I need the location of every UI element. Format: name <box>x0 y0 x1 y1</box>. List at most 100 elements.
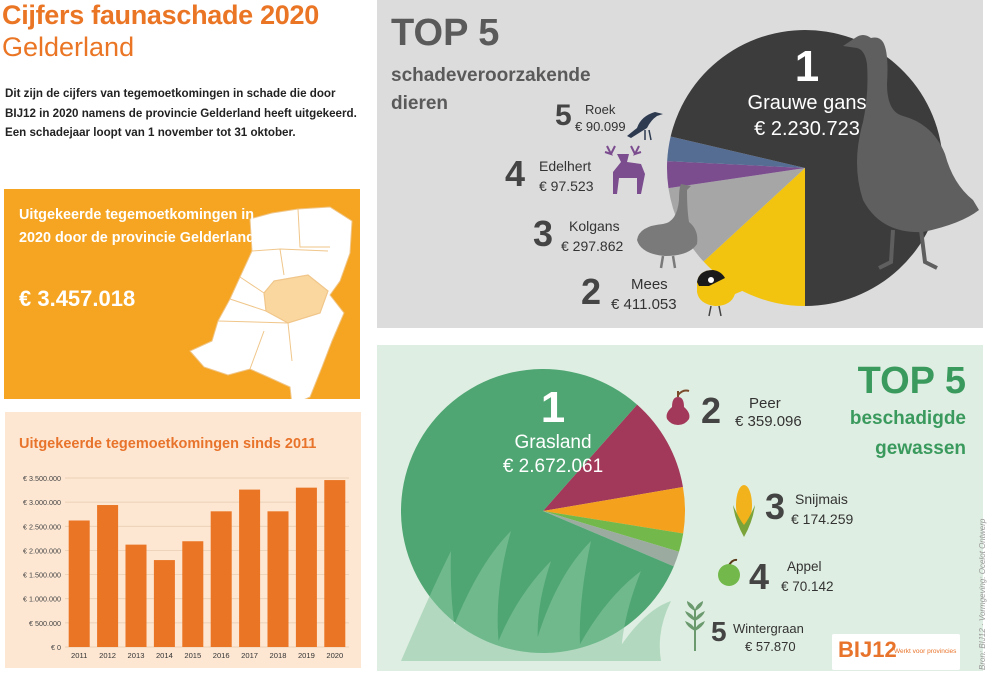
animals-top5-title: TOP 5 <box>391 12 500 54</box>
animal-slice-3 <box>667 161 805 189</box>
crop-rank3-name: Snijmais <box>795 491 848 507</box>
y-tick-label: € 2.000.000 <box>23 546 61 555</box>
x-tick-label: 2019 <box>298 651 315 660</box>
crop-rank2: 2 Peer € 359.096 <box>701 391 811 435</box>
bar-2017 <box>239 489 261 647</box>
crop-rank3-value: € 174.259 <box>791 511 854 527</box>
credit-text: Bron: BIJ12 · Vormgeving: Ocelot Ontwerp <box>978 518 987 670</box>
crop-rank4-value: € 70.142 <box>781 579 834 594</box>
crop-rank1-number: 1 <box>540 383 566 432</box>
animal-rank2-number: 2 <box>581 271 602 312</box>
y-tick-label: € 1.000.000 <box>23 595 61 604</box>
bar-2013 <box>125 544 147 647</box>
crop-rank1: 1 Grasland € 2.672.061 <box>473 385 633 479</box>
crop-rank1-name: Grasland <box>514 432 592 453</box>
page-title: Cijfers faunaschade 2020 <box>2 0 319 30</box>
crop-rank4-number: 4 <box>749 556 770 597</box>
animal-rank1: 1 Grauwe gans € 2.230.723 <box>727 44 887 142</box>
bar-2011 <box>68 520 90 647</box>
bar-2019 <box>295 487 317 647</box>
animals-subtitle: schadeveroorzakende dieren <box>391 65 591 114</box>
crops-subtitle: beschadigde gewassen <box>849 408 966 459</box>
crop-rank5-number: 5 <box>711 616 727 647</box>
animal-rank5: 5 Roek € 90.099 <box>555 98 635 138</box>
total-label: Uitgekeerde tegemoetkomingen in 2020 doo… <box>19 207 260 246</box>
bij12-tagline: Werkt voor provincies <box>894 648 957 655</box>
crop-rank5-name: Wintergraan <box>733 621 804 636</box>
animal-slice-1 <box>703 168 805 306</box>
crop-slice-4 <box>543 511 680 567</box>
x-tick-label: 2018 <box>270 651 287 660</box>
white-fronted-goose-icon <box>637 184 698 269</box>
animal-rank3-number: 3 <box>533 213 554 254</box>
crop-rank5: 5 Wintergraan € 57.870 <box>711 615 821 659</box>
x-tick-label: 2011 <box>71 651 87 660</box>
y-tick-label: € 0 <box>51 643 61 652</box>
animal-rank4-value: € 97.523 <box>539 178 594 194</box>
y-tick-label: € 3.000.000 <box>23 498 61 507</box>
svg-text:Bron: BIJ12 · Vormgeving: Ocel: Bron: BIJ12 · Vormgeving: Ocelot Ontwerp <box>978 518 987 670</box>
x-tick-label: 2015 <box>184 651 201 660</box>
animal-slice-2 <box>668 168 805 262</box>
crop-rank2-number: 2 <box>701 390 722 431</box>
intro-text: Dit zijn de cijfers van tegemoetkomingen… <box>5 87 357 139</box>
history-chart-box: Uitgekeerde tegemoetkomingen sinds 2011 … <box>5 412 361 668</box>
crops-top5-title: TOP 5 <box>857 360 966 402</box>
animal-rank5-number: 5 <box>555 99 572 132</box>
animals-panel: TOP 5 schadeveroorzakende dieren 1 Grauw… <box>377 0 983 328</box>
animal-rank5-name: Roek <box>585 102 616 117</box>
x-tick-label: 2020 <box>326 651 343 660</box>
grass-illustration-icon <box>401 531 671 661</box>
animal-rank1-name: Grauwe gans <box>747 92 867 114</box>
crop-rank5-value: € 57.870 <box>745 639 796 654</box>
red-deer-icon <box>604 145 645 194</box>
bar-2012 <box>97 505 119 647</box>
total-box: Uitgekeerde tegemoetkomingen in 2020 doo… <box>4 189 360 399</box>
corn-icon <box>733 485 755 537</box>
animal-rank3: 3 Kolgans € 297.862 <box>533 214 643 258</box>
bar-2020 <box>324 480 346 647</box>
bij12-logo-text: BIJ12 <box>838 637 897 662</box>
total-amount: € 3.457.018 <box>19 286 136 311</box>
bij12-logo: BIJ12 Werkt voor provincies <box>832 634 960 670</box>
apple-icon <box>718 558 740 586</box>
animal-rank2: 2 Mees € 411.053 <box>581 272 701 316</box>
y-tick-label: € 2.500.000 <box>23 522 61 531</box>
x-tick-label: 2012 <box>99 651 116 660</box>
history-chart-title: Uitgekeerde tegemoetkomingen sinds 2011 <box>19 436 317 452</box>
animal-rank2-name: Mees <box>631 276 668 293</box>
animal-rank1-number: 1 <box>794 42 820 91</box>
history-bar-chart: € 0 € 500.000 € 1.000.000 € 1.500.000 € 2.00… <box>23 474 349 660</box>
winter-wheat-icon <box>685 601 705 651</box>
animal-rank2-value: € 411.053 <box>611 296 677 313</box>
rook-icon <box>627 112 663 141</box>
bar-2018 <box>267 511 289 647</box>
y-tick-label: € 3.500.000 <box>23 474 61 483</box>
x-tick-label: 2013 <box>128 651 145 660</box>
animal-rank5-value: € 90.099 <box>575 119 626 134</box>
grey-goose-icon <box>843 35 979 270</box>
crop-slice-1 <box>543 404 683 511</box>
crop-rank3: 3 Snijmais € 174.259 <box>765 487 875 531</box>
x-tick-label: 2017 <box>241 651 258 660</box>
crop-rank3-number: 3 <box>765 486 786 527</box>
crop-slice-3 <box>543 511 684 552</box>
animal-rank3-value: € 297.862 <box>561 238 624 254</box>
crop-rank2-value: € 359.096 <box>735 413 802 430</box>
bar-2016 <box>210 511 232 647</box>
animal-rank4-number: 4 <box>505 153 526 194</box>
bar-2014 <box>153 560 175 647</box>
animal-rank3-name: Kolgans <box>569 218 620 234</box>
crop-rank1-value: € 2.672.061 <box>502 456 604 477</box>
animal-rank4: 4 Edelhert € 97.523 <box>505 154 605 198</box>
page-subtitle: Gelderland <box>2 32 135 62</box>
crop-slice-2 <box>543 487 685 534</box>
crop-slice-5 <box>401 369 674 653</box>
netherlands-map-icon <box>189 206 353 399</box>
animal-rank1-value: € 2.230.723 <box>754 118 860 140</box>
crop-rank4: 4 Appel € 70.142 <box>749 557 839 601</box>
crops-pie-chart <box>401 369 685 653</box>
y-tick-label: € 500.000 <box>29 619 61 628</box>
y-tick-label: € 1.500.000 <box>23 571 61 580</box>
animal-rank4-name: Edelhert <box>539 158 592 174</box>
